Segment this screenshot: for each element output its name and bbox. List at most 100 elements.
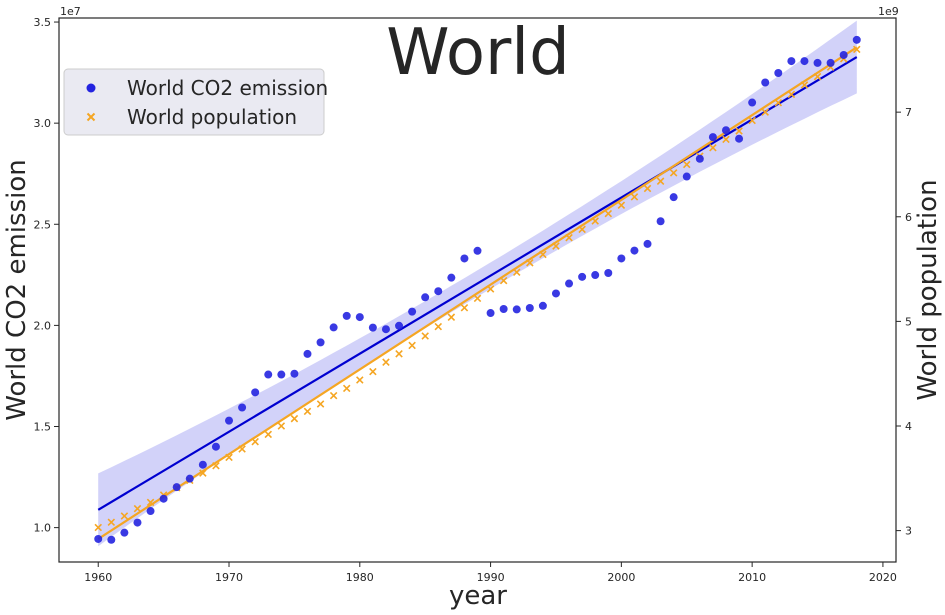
co2-point [578,272,587,281]
co2-point [499,305,508,314]
population-point [369,367,377,376]
y-left-tick-label: 1.5 [34,421,52,434]
population-point [499,276,508,285]
co2-point [211,442,220,451]
co2-point [473,246,482,255]
co2-point [264,370,273,379]
population-point [342,384,351,393]
data-points-layer [94,35,861,544]
x-axis-label: year [449,581,507,611]
legend-co2-marker [86,83,96,93]
co2-point [813,58,822,67]
population-point [682,160,691,169]
population-regression-line [97,46,858,540]
co2-point [172,483,181,492]
co2-point [329,323,338,332]
population-point [630,193,639,201]
co2-point [290,369,299,378]
population-point [120,512,129,520]
population-point [133,504,142,513]
x-tick-label: 1990 [477,571,505,584]
population-point [552,242,560,250]
co2-point [512,305,521,314]
population-point [709,143,717,152]
population-point [512,268,521,276]
population-point [238,445,246,453]
population-point [316,400,325,408]
population-point [146,498,155,507]
population-point [539,250,547,259]
population-point [408,341,416,350]
co2-point [434,287,443,296]
population-point [290,414,299,423]
population-point [748,116,756,125]
co2-point [460,254,469,263]
population-point [526,259,534,267]
y-right-tick-label: 5 [905,315,912,328]
co2-point [852,35,861,44]
co2-point [225,416,234,425]
co2-point [94,534,103,543]
co2-point [643,239,652,248]
population-point [421,332,429,340]
co2-point [591,271,600,280]
population-point [565,233,573,242]
left-offset-text: 1e7 [60,5,81,18]
co2-point [735,134,744,143]
population-point [395,350,403,358]
population-point [225,453,233,462]
y-right-tick-label: 6 [905,211,912,224]
population-point [578,225,586,234]
population-point [853,45,861,54]
legend-population-marker [86,112,96,122]
x-tick-label: 1980 [346,571,374,584]
co2-point [617,254,626,263]
co2-point [761,78,770,87]
co2-point [800,57,809,66]
population-point [303,407,312,416]
population-point [813,72,822,81]
y-left-tick-label: 3.0 [34,117,52,130]
population-point [434,322,443,331]
co2-point [538,301,547,310]
x-tick-label: 2000 [607,571,635,584]
population-point [722,135,730,144]
co2-point [826,58,835,67]
plot-frame [58,17,897,563]
co2-point [146,507,155,516]
co2-point [277,370,286,379]
x-tick-label: 1970 [215,571,243,584]
population-point [761,108,769,116]
co2-point [708,133,717,142]
chart-title: World [386,16,569,90]
co2-point [368,323,377,332]
population-point [94,523,102,532]
co2-point [185,474,194,483]
co2-point [525,303,534,312]
population-point [486,285,495,293]
y-axis-label-left: World CO2 emission [2,159,32,420]
x-tick-label: 1960 [84,571,112,584]
co2-point [159,494,168,503]
legend: World CO2 emission World population [63,68,328,136]
co2-point [238,403,247,412]
co2-point [316,338,325,347]
co2-point [133,518,142,527]
population-point [800,81,809,89]
co2-point [355,313,364,322]
y-right-tick-label: 7 [905,106,912,119]
co2-point [669,193,678,202]
population-point [107,518,116,527]
population-point [329,391,338,400]
co2-point [408,307,417,316]
population-point [787,90,796,99]
co2-point [748,98,757,107]
population-point [604,209,613,218]
co2-point [565,279,574,288]
population-point [447,313,456,321]
y-right-tick-label: 4 [905,420,912,433]
y-left-tick-label: 2.5 [34,218,52,231]
co2-point [656,217,665,226]
co2-point [787,57,796,66]
